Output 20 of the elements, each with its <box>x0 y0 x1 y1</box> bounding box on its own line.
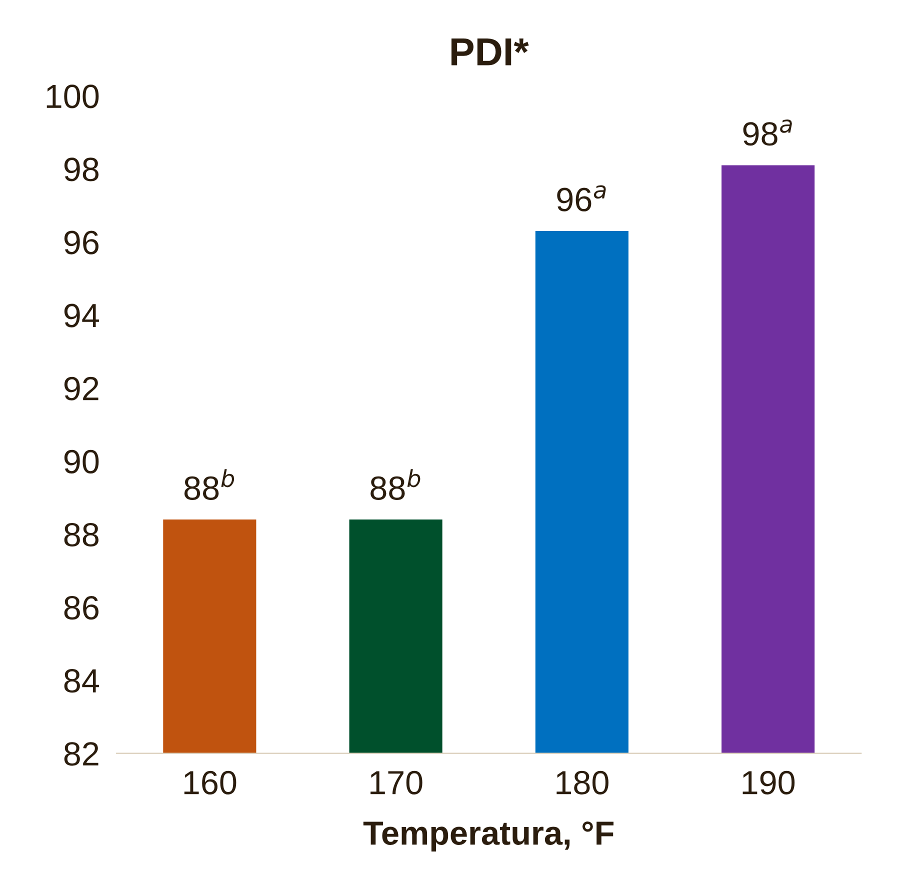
data-label: 98$^{a}$ <box>743 120 792 146</box>
y-tick-label: 82 <box>64 742 98 766</box>
y-tick-label: 86 <box>64 596 98 620</box>
data-label: 88$^{b}$ <box>370 469 420 500</box>
x-tick-label: 190 <box>742 770 795 794</box>
x-tick-label: 180 <box>556 770 608 794</box>
y-tick-label: 100 <box>46 84 99 108</box>
y-tick-label: 90 <box>64 450 99 474</box>
y-tick-label: 96 <box>64 230 98 254</box>
x-tick-label: 170 <box>370 770 422 794</box>
x-tick-label: 160 <box>184 770 236 794</box>
y-tick-label: 92 <box>64 376 98 400</box>
y-tick-label: 84 <box>64 669 99 693</box>
y-tick-label: 98 <box>64 158 98 182</box>
x-axis-title: Temperatura, °F <box>363 821 614 852</box>
data-label: 88$^{b}$ <box>184 469 234 500</box>
data-label: 96$^{a}$ <box>557 185 606 212</box>
y-tick-label: 94 <box>64 304 99 328</box>
chart-title: PDI* <box>451 38 529 66</box>
y-tick-label: 88 <box>64 522 98 547</box>
